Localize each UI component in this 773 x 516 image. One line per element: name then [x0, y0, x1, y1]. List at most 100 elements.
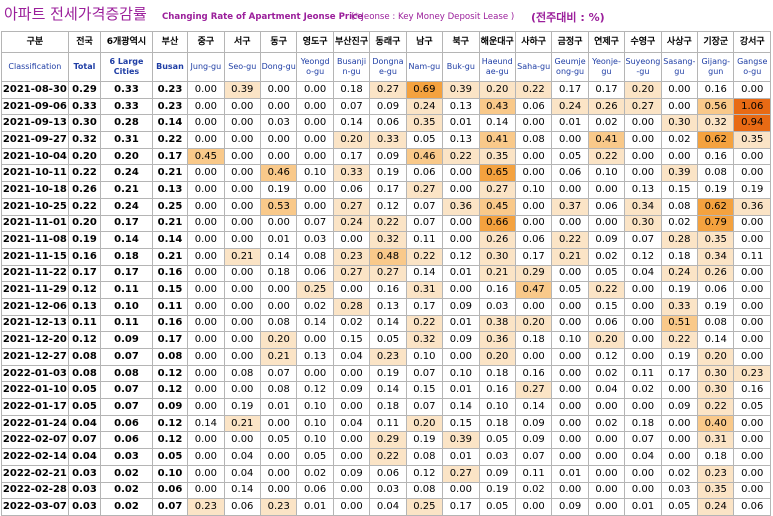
- district-value: 0.09: [332, 381, 371, 400]
- header-district-en: Dong-gu: [259, 52, 298, 82]
- table-row: 2021-08-30 0.29 0.33 0.23 0.00 0.39 0.00 0.00 0.…: [1, 81, 771, 99]
- district-value: 0.10: [587, 164, 626, 183]
- district-value: 0.08: [697, 164, 735, 183]
- district-value: 0.00: [332, 431, 371, 450]
- six-cities-value: 0.14: [100, 231, 153, 249]
- district-value: 0.17: [660, 364, 699, 383]
- six-cities-value: 0.07: [100, 381, 153, 400]
- district-value: 0.00: [624, 281, 662, 299]
- district-value: 0.22: [369, 448, 407, 466]
- district-value: 0.00: [296, 197, 334, 216]
- row-date: 2021-12-27: [1, 348, 69, 366]
- total-value: 0.32: [67, 131, 102, 149]
- table-row: 2022-03-07 0.03 0.02 0.07 0.23 0.06 0.23 0.01 0.…: [1, 498, 771, 516]
- six-cities-value: 0.17: [100, 264, 153, 283]
- six-cities-value: 0.06: [100, 414, 153, 433]
- district-value: 0.33: [332, 164, 371, 183]
- district-value: 0.43: [478, 97, 516, 116]
- header-district-ko: 사하구: [514, 31, 553, 53]
- busan-value: 0.07: [151, 498, 189, 516]
- district-value: 0.27: [405, 181, 444, 199]
- table-row: 2021-10-25 0.22 0.24 0.25 0.00 0.00 0.53 0.00 0.…: [1, 197, 771, 216]
- row-date: 2021-09-27: [1, 131, 69, 149]
- six-cities-value: 0.10: [100, 297, 153, 316]
- district-value: 0.34: [624, 197, 662, 216]
- table-row: 2022-02-07 0.07 0.06 0.12 0.00 0.00 0.05 0.10 0.…: [1, 431, 771, 450]
- district-value: 0.00: [514, 297, 553, 316]
- district-value: 0.26: [478, 231, 516, 249]
- district-value: 0.09: [442, 331, 480, 349]
- header-six-cities-en: 6 Large Cities: [100, 52, 153, 82]
- district-value: 0.00: [296, 331, 334, 349]
- district-value: 0.03: [296, 231, 334, 249]
- total-value: 0.05: [67, 398, 102, 416]
- district-value: 0.00: [223, 281, 262, 299]
- district-value: 0.36: [478, 331, 516, 349]
- district-value: 0.22: [551, 231, 589, 249]
- table-row: 2021-11-29 0.12 0.11 0.15 0.00 0.00 0.00 0.25 0.…: [1, 281, 771, 299]
- district-value: 0.04: [624, 264, 662, 283]
- header-district-ko: 서구: [223, 31, 262, 53]
- district-value: 0.65: [478, 164, 516, 183]
- district-value: 0.32: [405, 331, 444, 349]
- total-value: 0.08: [67, 364, 102, 383]
- total-value: 0.16: [67, 247, 102, 266]
- district-value: 0.00: [187, 281, 225, 299]
- district-value: 0.00: [187, 231, 225, 249]
- district-value: 0.37: [551, 197, 589, 216]
- district-value: 0.00: [332, 281, 371, 299]
- district-value: 0.00: [551, 431, 589, 450]
- district-value: 0.05: [405, 131, 444, 149]
- district-value: 0.00: [187, 398, 225, 416]
- district-value: 0.05: [733, 398, 771, 416]
- district-value: 0.07: [332, 97, 371, 116]
- busan-value: 0.16: [151, 264, 189, 283]
- district-value: 0.05: [551, 147, 589, 166]
- busan-value: 0.12: [151, 431, 189, 450]
- row-date: 2022-02-21: [1, 464, 69, 483]
- busan-value: 0.16: [151, 314, 189, 333]
- district-value: 0.04: [223, 464, 262, 483]
- six-cities-value: 0.33: [100, 97, 153, 116]
- district-value: 0.06: [223, 498, 262, 516]
- table-row: 2021-11-15 0.16 0.18 0.21 0.00 0.21 0.14 0.08 0.…: [1, 247, 771, 266]
- district-value: 0.00: [514, 197, 553, 216]
- district-value: 0.22: [587, 281, 626, 299]
- total-value: 0.30: [67, 114, 102, 133]
- district-value: 0.00: [332, 364, 371, 383]
- header-district-en: Yeongd o-gu: [296, 52, 334, 82]
- header-district-ko: 해운대구: [478, 31, 516, 53]
- district-value: 0.00: [187, 331, 225, 349]
- row-date: 2021-10-25: [1, 197, 69, 216]
- district-value: 0.45: [478, 197, 516, 216]
- busan-value: 0.23: [151, 81, 189, 99]
- district-value: 0.16: [697, 81, 735, 99]
- district-value: 0.33: [369, 131, 407, 149]
- district-value: 0.00: [514, 498, 553, 516]
- district-value: 0.00: [551, 398, 589, 416]
- row-date: 2021-11-29: [1, 281, 69, 299]
- district-value: 0.00: [223, 348, 262, 366]
- district-value: 0.62: [697, 197, 735, 216]
- district-value: 0.00: [733, 264, 771, 283]
- header-busan-en: Busan: [151, 52, 189, 82]
- row-date: 2021-10-04: [1, 147, 69, 166]
- district-value: 0.32: [369, 231, 407, 249]
- district-value: 0.25: [405, 498, 444, 516]
- district-value: 0.00: [442, 281, 480, 299]
- district-value: 0.10: [551, 331, 589, 349]
- district-value: 0.05: [296, 448, 334, 466]
- district-value: 0.21: [223, 414, 262, 433]
- district-value: 0.00: [733, 414, 771, 433]
- district-value: 0.15: [660, 181, 699, 199]
- table-row: 2021-11-08 0.19 0.14 0.14 0.00 0.00 0.01 0.03 0.…: [1, 231, 771, 249]
- header-district-ko: 기장군: [697, 31, 735, 53]
- page-title-korean: 아파트 전세가격증감률: [4, 5, 147, 23]
- district-value: 0.20: [514, 314, 553, 333]
- table-row: 2022-02-21 0.03 0.02 0.10 0.00 0.04 0.00 0.02 0.…: [1, 464, 771, 483]
- district-value: 0.18: [259, 264, 298, 283]
- district-value: 0.18: [369, 398, 407, 416]
- district-value: 0.16: [733, 381, 771, 400]
- district-value: 0.18: [514, 331, 553, 349]
- district-value: 0.12: [624, 247, 662, 266]
